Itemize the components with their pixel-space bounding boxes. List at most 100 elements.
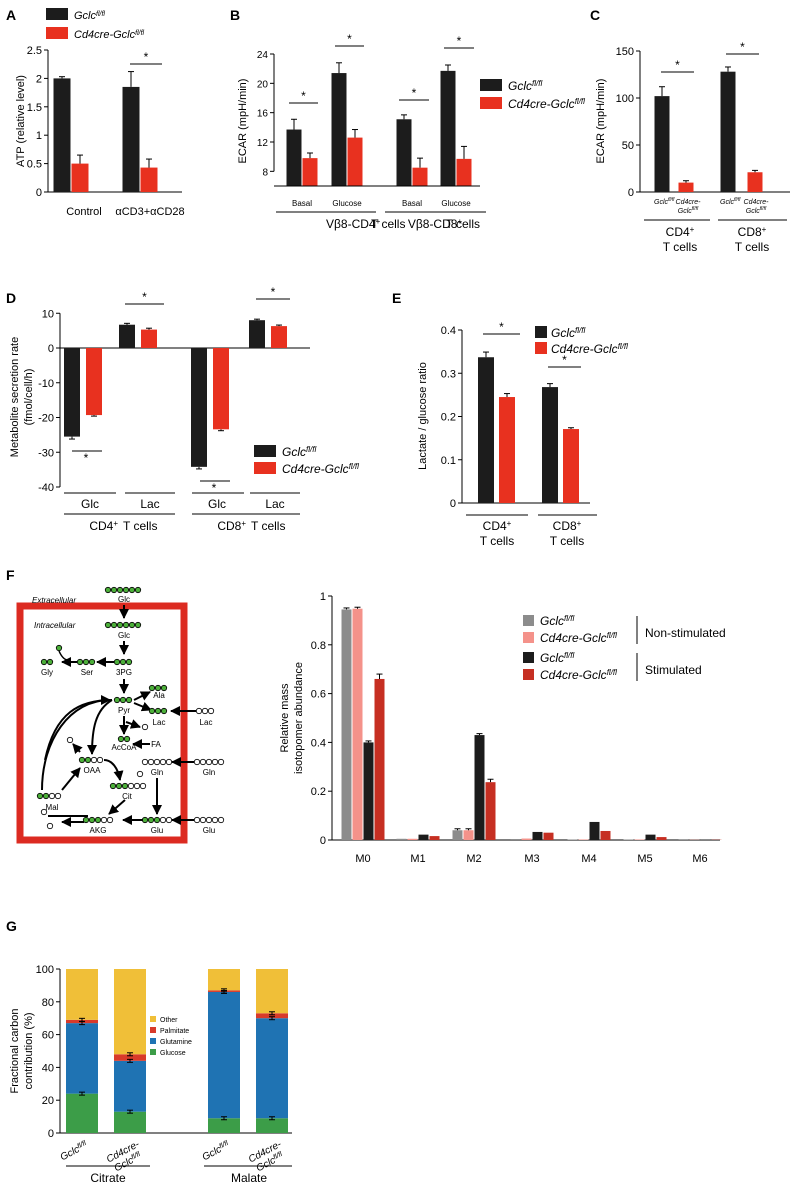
g-segment-palmitate [256, 1013, 288, 1019]
glc-out-carbon [134, 586, 142, 594]
f-x-tick-label: M1 [410, 853, 425, 865]
g-segment-glutamine [66, 1023, 98, 1094]
e-group-label: CD4+ [483, 519, 512, 534]
b-y-tick-label: 24 [257, 50, 269, 61]
glu-in-carbon [153, 816, 161, 824]
glc-out-carbon [116, 586, 124, 594]
gln-out-carbon [199, 758, 207, 766]
glc-out-carbon [122, 586, 130, 594]
pyr-ala-arrow [133, 691, 151, 701]
e-group-label-suffix: T cells [480, 534, 514, 548]
glc-in-carbon [134, 621, 142, 629]
b-bar-ko [412, 167, 428, 186]
b-legend-ctrl: Gclcfl/fl [508, 79, 542, 94]
d-legend-ctrl: Gclcfl/fl [282, 445, 316, 460]
c-group-label-suffix: T cells [735, 240, 769, 254]
cit-carbon [115, 782, 123, 790]
c-y-axis-label: ECAR (mpH/min) [595, 79, 607, 164]
e-group-label: CD8+ [553, 519, 582, 534]
panel-g-chart: 0 20 40 60 80 100 Fractional carbon contributio… [9, 964, 292, 1185]
d-bar-ctrl [64, 348, 80, 437]
lac-out-carbon [195, 707, 203, 715]
f-legend-condition: Non-stimulated [645, 626, 726, 640]
0-y-tick-label: 1.5 [27, 102, 42, 114]
pyr-carbon [113, 696, 121, 704]
gln-in-carbon [165, 758, 173, 766]
cit-label: Cit [122, 792, 133, 801]
f-legend-condition: Stimulated [645, 663, 702, 677]
g-legend-swatch [150, 1049, 156, 1055]
d-x-tick-label: Glc [81, 497, 99, 511]
b-significance: * [301, 89, 306, 103]
gly-carbon [46, 658, 54, 666]
c-x-tick-label-line2: Gclcfl/fl [678, 206, 699, 215]
c-bar-ko [678, 182, 694, 192]
pyr-oaa-arrow [87, 699, 113, 755]
gln-in-carbon [147, 758, 155, 766]
mal-carbon [42, 792, 50, 800]
lac-out-carbon [207, 707, 215, 715]
oaa-cit-arrow [103, 759, 124, 781]
oaa-carbon [84, 756, 92, 764]
0-y-tick-label: 2 [36, 73, 42, 85]
ala-carbon [160, 684, 168, 692]
e-bar-ctrl [478, 357, 494, 503]
d-group-label: CD8+ [217, 519, 246, 534]
d-legend-swatch-ko [254, 462, 276, 474]
d-y-axis-label: (fmol/cell/h) [23, 369, 35, 426]
b-x-tick-label: Basal [292, 199, 312, 208]
f-bar-1 [521, 838, 532, 840]
glc-out-carbon [110, 586, 118, 594]
a-legend-swatch-ctrl [46, 8, 68, 20]
d-group-label-suffix: T cells [251, 519, 285, 533]
3-y-tick-label: -30 [38, 447, 54, 459]
d-group-label: CD4+ [89, 519, 118, 534]
6-y-tick-label: 80 [42, 997, 54, 1009]
b-bar-ko [302, 158, 318, 186]
c1-link [58, 650, 69, 661]
extracellular-label: Extracellular [32, 596, 76, 605]
g-legend-label: Other [160, 1017, 178, 1024]
lac-in-carbon [154, 707, 162, 715]
cit-co2-carbon [136, 770, 144, 778]
6-y-tick-label: 0 [48, 1128, 54, 1140]
mal-label: Mal [46, 803, 59, 812]
ala-label: Ala [153, 691, 165, 700]
gln-out-carbon [193, 758, 201, 766]
f-x-tick-label: M6 [692, 853, 707, 865]
c-x-tick-label: Cd4cre- [744, 199, 770, 206]
b-significance: * [412, 86, 417, 100]
ala-carbon [154, 684, 162, 692]
accoa-carbon [123, 735, 131, 743]
d-significance: * [212, 481, 217, 495]
f-y-axis-label: isotopomer abundance [293, 662, 305, 774]
panel-a-chart: 0 0.5 1 1.5 2 2.5 ATP (relative level) Control α… [15, 8, 185, 218]
glu-in-carbon [165, 816, 173, 824]
4-y-tick-label: 0.4 [441, 325, 456, 337]
b-y-axis-label: ECAR (mpH/min) [237, 79, 249, 164]
f-legend-0: Gclcfl/fl [540, 614, 574, 629]
f-bar-2 [645, 834, 656, 840]
cit-carbon [133, 782, 141, 790]
f-legend-swatch-3 [523, 669, 534, 680]
glc-in-carbon [104, 621, 112, 629]
glc-in-carbon [110, 621, 118, 629]
4-y-tick-label: 0.2 [441, 412, 456, 424]
g-legend-label: Glucose [160, 1050, 186, 1057]
c-group-label: CD8+ [738, 225, 767, 240]
d-x-tick-label: Lac [265, 497, 284, 511]
ala-carbon [148, 684, 156, 692]
f-bar-3 [429, 836, 440, 840]
d-significance: * [142, 290, 147, 304]
c1-carbon [55, 644, 63, 652]
b-x-tick-label: Basal [402, 199, 422, 208]
gln-out-carbon [217, 758, 225, 766]
pyr-lac-arrow [133, 701, 152, 712]
oaa-carbon [90, 756, 98, 764]
gln-out-label: Gln [203, 768, 215, 777]
oaa-carbon [78, 756, 86, 764]
akg-carbon [94, 816, 102, 824]
panel-letter-d: D [6, 290, 16, 306]
3-y-tick-label: -20 [38, 413, 54, 425]
